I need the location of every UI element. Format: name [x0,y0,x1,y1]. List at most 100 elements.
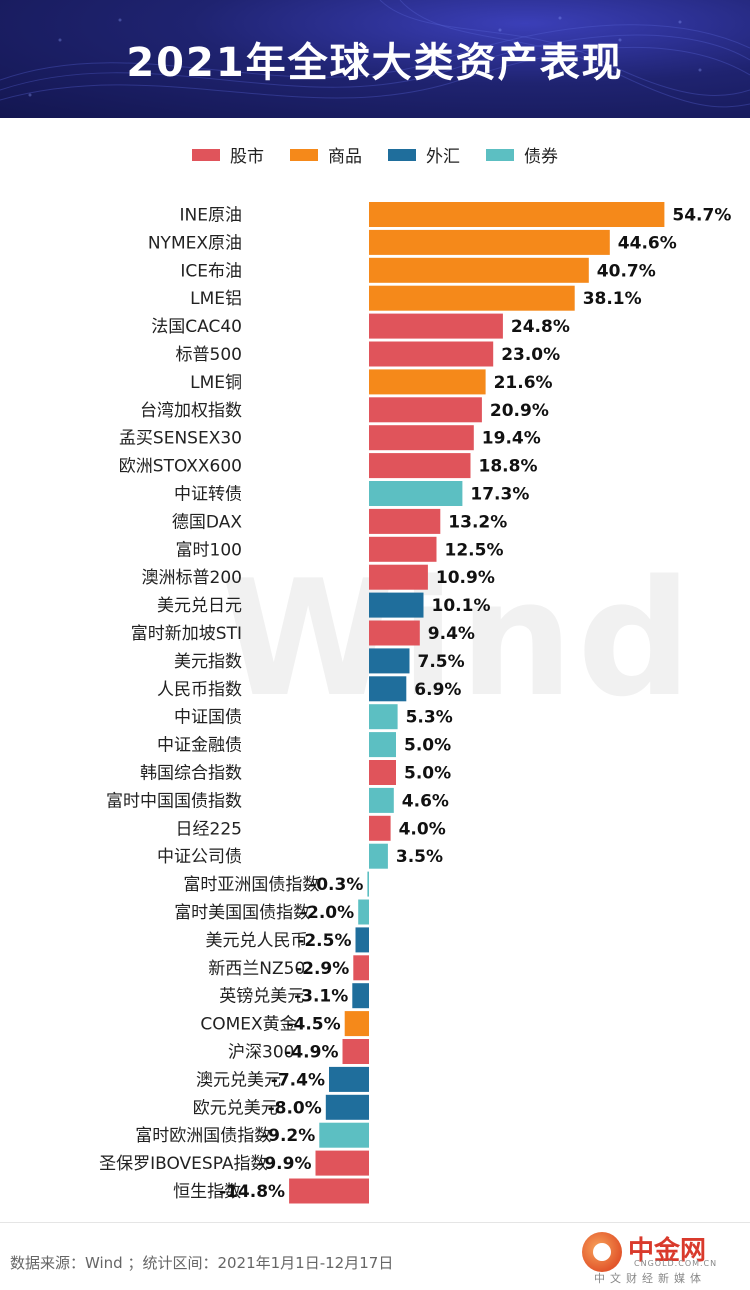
bar-21 [369,787,394,813]
value-label-14: 10.1% [432,596,491,616]
value-label-12: 12.5% [445,540,504,560]
bar-18 [369,704,398,730]
legend-swatch [290,148,318,161]
bar-25 [358,899,369,925]
value-label-15: 9.4% [428,624,475,644]
bar-20 [369,760,396,785]
category-label-31: 澳元兑美元 [196,1070,281,1090]
category-label-6: LME铜 [190,373,242,393]
category-label-9: 欧洲STOXX600 [119,457,242,477]
value-label-32: -8.0% [268,1098,322,1118]
wind-watermark: Wind [220,545,696,732]
category-label-33: 富时欧洲国债指数 [135,1126,271,1146]
category-label-0: INE原油 [180,206,242,226]
legend-item-commodities: 商品 [290,142,362,167]
category-label-28: 英镑兑美元 [219,987,304,1007]
value-label-23: 3.5% [396,847,443,867]
page-title: 2021年全球大类资产表现 [126,40,624,86]
cngold-logo: 中金网 CNGOLD.COM.CN 中文财经新媒体 [576,1222,736,1285]
value-label-27: -2.9% [295,959,349,979]
bar-17 [369,676,407,702]
value-label-11: 13.2% [448,512,507,532]
value-label-29: -4.5% [286,1015,340,1035]
legend-swatch [486,148,514,161]
logo-name: 中金网 [628,1236,707,1266]
bar-34 [315,1150,369,1176]
bar-3 [369,285,575,311]
bar-23 [369,843,388,869]
value-label-33: -9.2% [261,1126,315,1146]
bar-28 [352,983,369,1009]
category-label-7: 台湾加权指数 [140,401,242,421]
header-banner: 2021年全球大类资产表现 [0,0,750,118]
bar-chart: INE原油 54.7% NYMEX原油 44.6% ICE布油 40.7% LME铝 38.1… [99,202,731,1204]
category-label-12: 富时100 [176,540,242,560]
legend-swatch [388,148,416,161]
logo-url: CNGOLD.COM.CN [634,1259,718,1268]
value-label-0: 54.7% [672,206,731,226]
value-label-2: 40.7% [597,261,656,281]
category-label-4: 法国CAC40 [151,317,242,337]
value-label-1: 44.6% [618,233,677,253]
bar-24 [367,871,369,897]
logo-icon [582,1232,622,1272]
bar-2 [369,257,589,283]
bar-26 [355,927,369,953]
bar-35 [289,1178,369,1204]
legend-item-bonds: 债券 [486,142,558,167]
bar-16 [369,648,410,674]
value-label-19: 5.0% [404,736,451,756]
bar-9 [369,453,471,479]
bar-19 [369,732,396,758]
value-label-4: 24.8% [511,317,570,337]
bar-30 [342,1039,369,1064]
value-label-31: -7.4% [271,1070,325,1090]
value-label-21: 4.6% [402,791,449,811]
value-label-28: -3.1% [294,987,348,1007]
category-label-27: 新西兰NZ50 [208,959,305,979]
category-label-8: 孟买SENSEX30 [119,429,242,449]
category-label-3: LME铝 [190,289,242,309]
bar-1 [369,229,610,255]
bar-10 [369,481,463,506]
value-label-13: 10.9% [436,568,495,588]
value-label-6: 21.6% [494,373,553,393]
legend-item-fx: 外汇 [388,142,460,167]
bar-31 [329,1066,369,1092]
value-label-10: 17.3% [470,485,529,505]
bar-29 [344,1011,369,1037]
category-label-22: 日经225 [176,819,242,839]
bar-22 [369,815,391,841]
category-label-34: 圣保罗IBOVESPA指数 [99,1154,267,1174]
category-label-17: 人民币指数 [157,680,242,700]
legend-item-stocks: 股市 [192,142,264,167]
category-label-25: 富时美国国债指数 [174,903,310,923]
bar-8 [369,425,474,451]
value-label-24: -0.3% [309,875,363,895]
logo-slogan: 中文财经新媒体 [594,1272,706,1285]
bar-12 [369,536,437,562]
bar-4 [369,313,503,339]
value-label-5: 23.0% [501,345,560,365]
category-label-1: NYMEX原油 [148,233,242,253]
category-label-32: 欧元兑美元 [193,1098,278,1118]
category-label-10: 中证转债 [174,485,242,505]
category-label-16: 美元指数 [174,652,242,672]
value-label-7: 20.9% [490,401,549,421]
legend-swatch [192,148,220,161]
data-source-note: 数据来源：Wind ；统计区间：2021年1月1日-12月17日 [10,1254,394,1272]
bar-14 [369,592,424,618]
category-label-23: 中证公司债 [157,847,242,867]
category-label-15: 富时新加坡STI [131,624,242,644]
value-label-25: -2.0% [300,903,354,923]
bar-13 [369,564,428,590]
bar-11 [369,508,441,534]
category-label-13: 澳洲标普200 [142,568,242,588]
value-label-20: 5.0% [404,764,451,784]
value-label-16: 7.5% [418,652,465,672]
value-label-8: 19.4% [482,429,541,449]
category-label-26: 美元兑人民币 [206,931,308,951]
bar-5 [369,341,494,367]
category-label-21: 富时中国国债指数 [106,791,242,811]
category-label-35: 恒生指数 [173,1182,241,1202]
